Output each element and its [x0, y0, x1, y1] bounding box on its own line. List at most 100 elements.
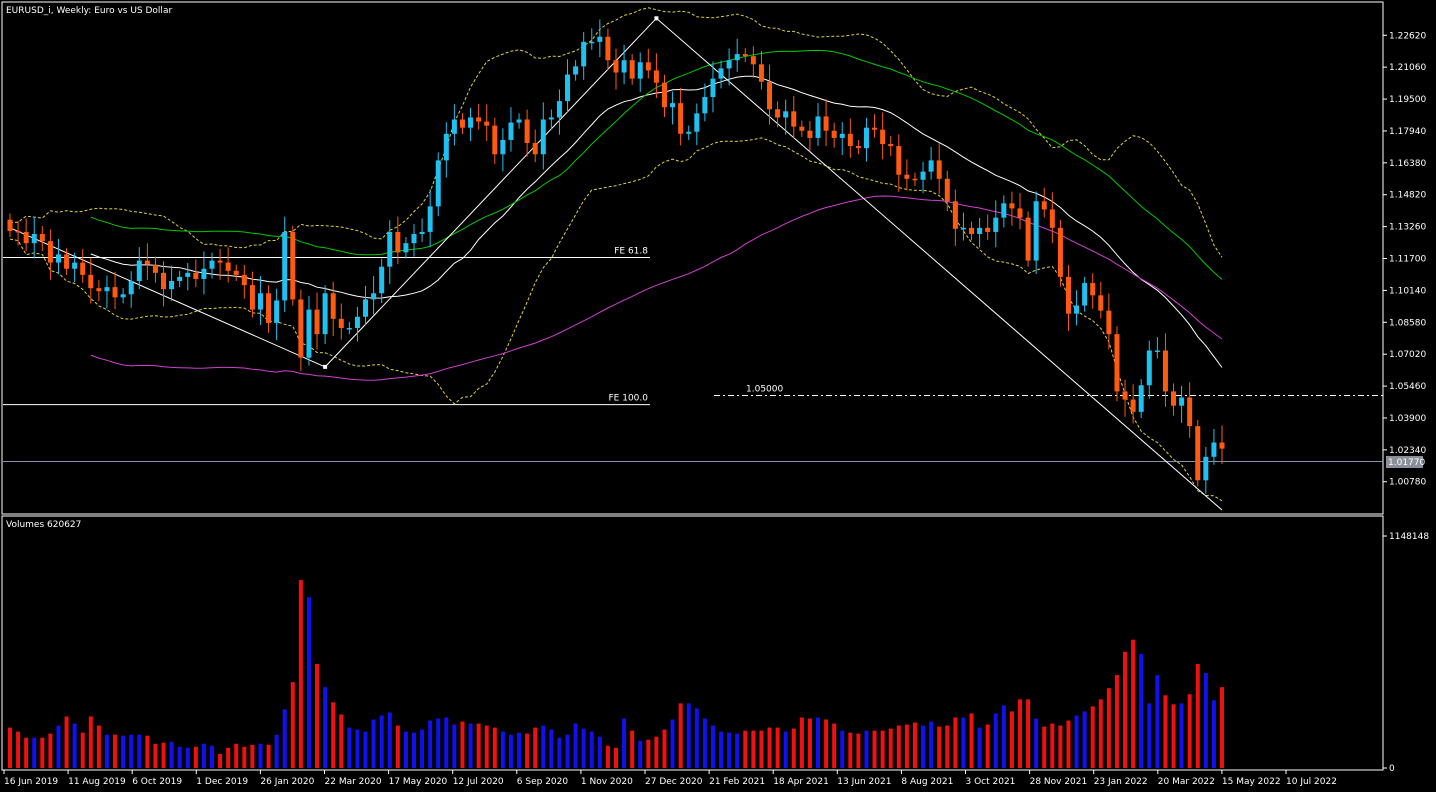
candle[interactable] — [185, 263, 191, 291]
volume-bar[interactable] — [258, 743, 263, 768]
candle[interactable] — [977, 218, 983, 248]
candle[interactable] — [775, 101, 781, 128]
volume-bar[interactable] — [1066, 720, 1071, 768]
volume-bar[interactable] — [201, 743, 206, 768]
volume-bar[interactable] — [662, 729, 667, 768]
candle[interactable] — [540, 102, 546, 170]
volume-bar[interactable] — [306, 597, 311, 768]
candle[interactable] — [443, 122, 449, 178]
candle[interactable] — [419, 218, 425, 242]
candle[interactable] — [468, 107, 474, 142]
candle[interactable] — [484, 104, 490, 141]
volume-bar[interactable] — [1171, 704, 1176, 768]
candle[interactable] — [855, 139, 861, 155]
candle[interactable] — [993, 200, 999, 248]
candle[interactable] — [1041, 187, 1047, 218]
candle[interactable] — [1162, 333, 1168, 407]
volume-bar[interactable] — [347, 727, 352, 768]
candle[interactable] — [290, 225, 296, 306]
volume-bar[interactable] — [1147, 703, 1152, 768]
volume-bar[interactable] — [775, 727, 780, 768]
volume-bar[interactable] — [856, 733, 861, 768]
candle[interactable] — [1114, 326, 1120, 402]
volume-bar[interactable] — [880, 730, 885, 768]
candle[interactable] — [104, 275, 110, 309]
volume-bar[interactable] — [1082, 711, 1087, 768]
candle[interactable] — [257, 276, 263, 325]
volume-bar[interactable] — [290, 682, 295, 768]
candle[interactable] — [597, 19, 603, 58]
volume-bar[interactable] — [8, 727, 12, 768]
candle[interactable] — [896, 134, 902, 192]
volume-bar[interactable] — [1131, 639, 1136, 768]
volume-bar[interactable] — [904, 724, 909, 768]
volume-bar[interactable] — [597, 736, 602, 768]
volume-bar[interactable] — [807, 718, 812, 768]
candle[interactable] — [621, 44, 627, 85]
volume-bar[interactable] — [864, 730, 869, 768]
volume-bar[interactable] — [16, 731, 21, 768]
volume-bar[interactable] — [929, 721, 934, 768]
volume-bar[interactable] — [1042, 726, 1047, 768]
candle[interactable] — [1122, 379, 1128, 417]
volume-bar[interactable] — [1050, 723, 1055, 768]
candle[interactable] — [783, 99, 789, 135]
candles[interactable] — [7, 19, 1225, 494]
candle[interactable] — [880, 112, 886, 160]
candle[interactable] — [314, 292, 320, 350]
volume-bar[interactable] — [1114, 675, 1119, 768]
volume-bar[interactable] — [751, 730, 756, 768]
candle[interactable] — [985, 214, 991, 240]
volume-bar[interactable] — [193, 746, 198, 768]
volume-bar[interactable] — [549, 729, 554, 768]
candle[interactable] — [920, 161, 926, 194]
volume-bar[interactable] — [72, 723, 77, 768]
volume-bar[interactable] — [24, 737, 29, 768]
volume-bar[interactable] — [420, 729, 425, 768]
candle[interactable] — [605, 28, 611, 71]
candle[interactable] — [718, 60, 724, 89]
volume-bar[interactable] — [500, 731, 505, 768]
volume-bar[interactable] — [161, 742, 166, 768]
candle[interactable] — [661, 74, 667, 118]
candle[interactable] — [815, 102, 821, 146]
volume-bar[interactable] — [185, 747, 190, 768]
volume-bar[interactable] — [339, 714, 344, 768]
candle[interactable] — [1025, 211, 1031, 267]
candle[interactable] — [64, 248, 70, 275]
volume-bar[interactable] — [363, 731, 368, 768]
volume-bar[interactable] — [710, 725, 715, 768]
volume-bar[interactable] — [1203, 673, 1208, 768]
candle[interactable] — [678, 87, 684, 146]
candle[interactable] — [936, 143, 942, 195]
volume-bar[interactable] — [169, 741, 174, 768]
candle[interactable] — [1211, 429, 1217, 465]
candle[interactable] — [1074, 290, 1080, 326]
candle[interactable] — [573, 60, 579, 81]
candle[interactable] — [112, 271, 118, 310]
candle[interactable] — [613, 48, 619, 90]
volume-bar[interactable] — [315, 663, 320, 768]
candle[interactable] — [209, 252, 215, 279]
volume-bar[interactable] — [848, 732, 853, 768]
volume-bar[interactable] — [104, 734, 109, 768]
volume-bar[interactable] — [969, 713, 974, 768]
candle[interactable] — [96, 280, 102, 302]
volume-bar[interactable] — [678, 703, 683, 768]
volume-bar[interactable] — [654, 736, 659, 768]
candle[interactable] — [459, 113, 465, 134]
volume-bar[interactable] — [565, 734, 570, 768]
candle[interactable] — [969, 221, 975, 241]
candle[interactable] — [637, 52, 643, 93]
volume-bar[interactable] — [799, 717, 804, 768]
volume-bar[interactable] — [1090, 706, 1095, 768]
fibo-levels[interactable]: FE 61.8 FE 100.0 1.05000 — [3, 246, 1383, 463]
volume-bar[interactable] — [88, 716, 93, 768]
volume-bar[interactable] — [1155, 675, 1160, 768]
candle[interactable] — [371, 276, 377, 315]
candle[interactable] — [629, 54, 635, 85]
volume-bar[interactable] — [113, 734, 118, 768]
volume-bar[interactable] — [1187, 694, 1192, 768]
candle[interactable] — [346, 321, 352, 335]
candle[interactable] — [952, 189, 958, 247]
